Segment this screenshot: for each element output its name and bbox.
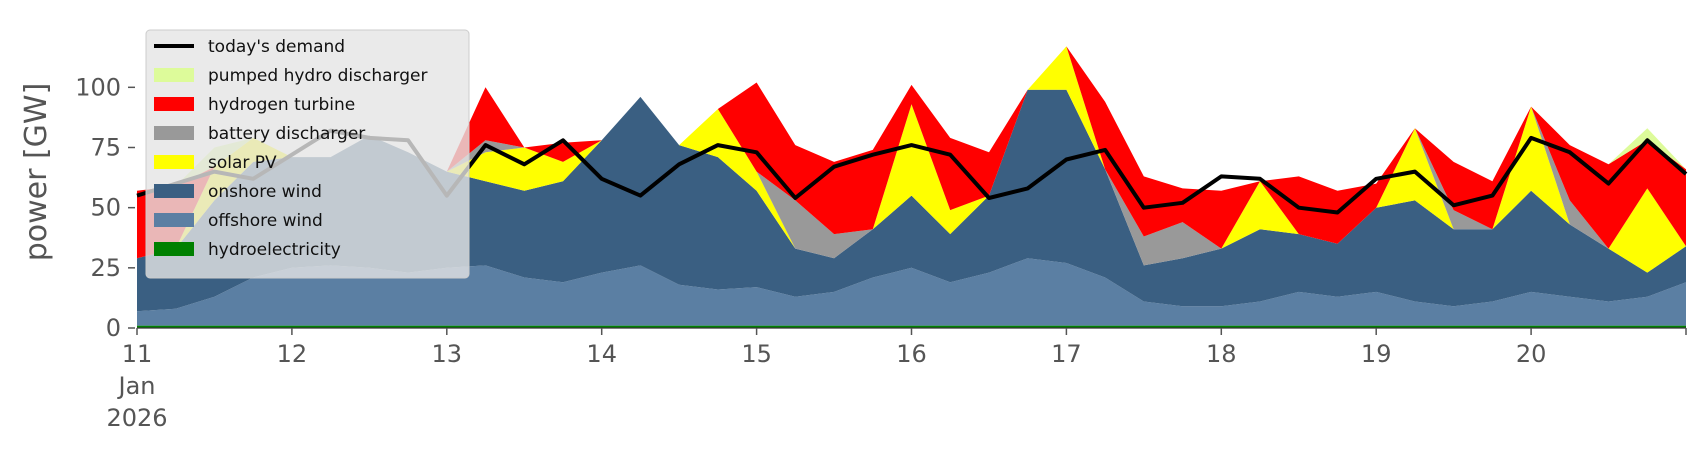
legend-label-hydroelectricity: hydroelectricity bbox=[208, 240, 341, 260]
x-tick-sublabel: 2026 bbox=[106, 404, 167, 432]
legend-label-pumped-hydro-discharger: pumped hydro discharger bbox=[208, 66, 427, 86]
x-tick-label: 16 bbox=[896, 340, 927, 368]
area-offshore-wind bbox=[137, 258, 1686, 326]
x-tick-label: 13 bbox=[432, 340, 463, 368]
x-tick-label: 20 bbox=[1516, 340, 1547, 368]
legend-swatch-pumped-hydro-discharger bbox=[154, 68, 194, 82]
legend-swatch-offshore-wind bbox=[154, 213, 194, 227]
y-tick-label: 75 bbox=[90, 133, 121, 161]
x-tick-label: 15 bbox=[741, 340, 772, 368]
area-solar-pv bbox=[137, 46, 1686, 273]
legend-label-battery-discharger: battery discharger bbox=[208, 124, 365, 144]
x-axis-ticks: 11 12 13 14 15 16 17 18 19 20 Jan 2026 bbox=[106, 328, 1687, 432]
legend: today's demand pumped hydro discharger hyd… bbox=[145, 29, 470, 279]
legend-swatch-solar-pv bbox=[154, 155, 194, 169]
area-onshore-wind bbox=[137, 89, 1686, 312]
y-axis-ticks: 0 25 50 75 100 bbox=[75, 73, 135, 342]
x-tick-sublabel: Jan bbox=[117, 372, 156, 400]
x-tick-label: 11 bbox=[122, 340, 153, 368]
legend-swatch-battery-discharger bbox=[154, 126, 194, 140]
y-tick-label: 100 bbox=[75, 73, 121, 101]
y-tick-label: 25 bbox=[90, 254, 121, 282]
y-tick-label: 50 bbox=[90, 194, 121, 222]
legend-swatch-onshore-wind bbox=[154, 184, 194, 198]
legend-label-today-s-demand: today's demand bbox=[208, 37, 345, 57]
legend-box bbox=[145, 29, 470, 279]
x-tick-label: 19 bbox=[1361, 340, 1392, 368]
legend-swatch-hydrogen-turbine bbox=[154, 97, 194, 111]
legend-label-onshore-wind: onshore wind bbox=[208, 182, 322, 202]
legend-label-solar-pv: solar PV bbox=[208, 153, 277, 173]
y-axis-label: power [GW] bbox=[19, 83, 54, 262]
legend-label-offshore-wind: offshore wind bbox=[208, 211, 323, 231]
x-tick-label: 18 bbox=[1206, 340, 1237, 368]
x-tick-label: 17 bbox=[1051, 340, 1082, 368]
x-tick-label: 14 bbox=[586, 340, 617, 368]
y-tick-label: 0 bbox=[106, 314, 121, 342]
x-tick-label: 12 bbox=[277, 340, 308, 368]
legend-swatch-hydroelectricity bbox=[154, 242, 194, 256]
legend-label-hydrogen-turbine: hydrogen turbine bbox=[208, 95, 355, 115]
